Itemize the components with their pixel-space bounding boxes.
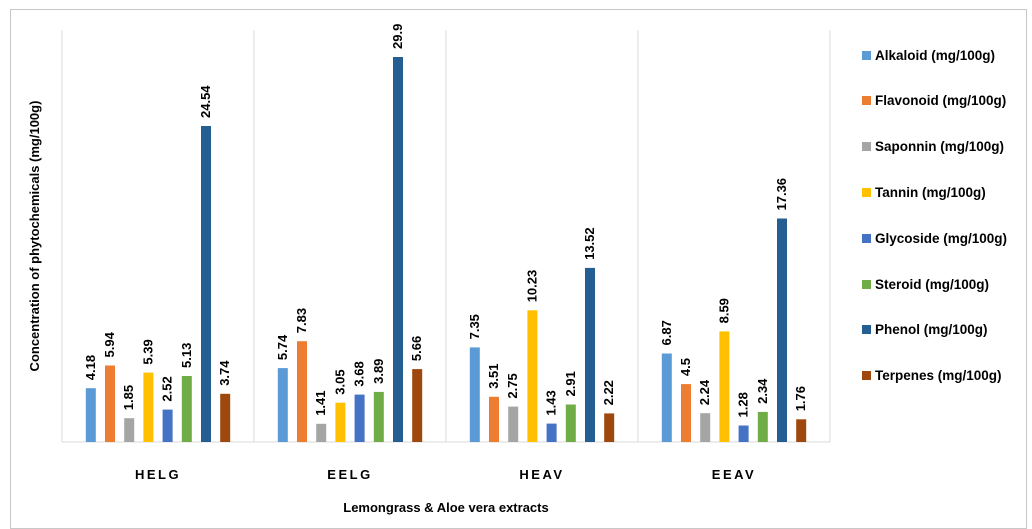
category-label: EEAV bbox=[712, 467, 756, 482]
bar bbox=[508, 406, 519, 442]
y-axis-title: Concentration of phytochemicals (mg/100g… bbox=[27, 101, 42, 372]
bar bbox=[757, 411, 768, 442]
data-label: 1.41 bbox=[313, 390, 328, 415]
data-label: 4.18 bbox=[83, 355, 98, 380]
data-label: 29.9 bbox=[390, 24, 405, 49]
legend-label: Steroid (mg/100g) bbox=[875, 276, 990, 292]
legend-swatch bbox=[862, 325, 871, 335]
bar bbox=[565, 404, 576, 442]
bar bbox=[604, 413, 615, 442]
data-label: 1.43 bbox=[544, 390, 559, 415]
bar bbox=[85, 388, 96, 442]
bar bbox=[143, 372, 154, 442]
data-label: 3.74 bbox=[217, 360, 232, 386]
legend-item: Tannin (mg/100g) bbox=[862, 183, 986, 201]
bar bbox=[277, 368, 288, 442]
legend-label: Phenol (mg/100g) bbox=[875, 322, 988, 338]
data-label: 5.94 bbox=[102, 331, 117, 357]
data-label: 5.13 bbox=[179, 343, 194, 368]
data-label: 1.76 bbox=[793, 386, 808, 411]
legend-label: Glycoside (mg/100g) bbox=[875, 230, 1008, 246]
data-label: 6.87 bbox=[659, 320, 674, 345]
bar bbox=[719, 331, 730, 442]
legend-item: Alkaloid (mg/100g) bbox=[862, 46, 995, 64]
legend-item: Steroid (mg/100g) bbox=[862, 275, 989, 293]
legend-item: Glycoside (mg/100g) bbox=[862, 229, 1007, 247]
data-label: 1.28 bbox=[736, 392, 751, 417]
legend-item: Flavonoid (mg/100g) bbox=[862, 92, 1006, 110]
data-label: 5.39 bbox=[140, 339, 155, 364]
bar bbox=[469, 347, 480, 442]
legend-swatch bbox=[862, 187, 871, 197]
legend-item: Terpenes (mg/100g) bbox=[862, 367, 1002, 385]
data-label: 10.23 bbox=[524, 270, 539, 303]
bar bbox=[124, 418, 135, 442]
data-label: 3.89 bbox=[371, 359, 386, 384]
bar-chart: 4.18 5.94 1.85 5.39 2.52 5.13 24.54 3.74 5.74 7.8… bbox=[27, 24, 831, 515]
bar bbox=[796, 419, 807, 442]
bar bbox=[700, 413, 711, 442]
legend-label: Saponnin (mg/100g) bbox=[875, 139, 1005, 155]
data-labels-group: 4.18 5.94 1.85 5.39 2.52 5.13 24.54 3.74 5.74 7.8… bbox=[83, 24, 808, 418]
data-label: 2.52 bbox=[160, 376, 175, 401]
legend-swatch bbox=[862, 50, 871, 60]
data-label: 3.51 bbox=[486, 363, 501, 388]
data-label: 2.24 bbox=[697, 379, 712, 405]
legend-item: Saponnin (mg/100g) bbox=[862, 138, 1004, 156]
bar bbox=[316, 423, 327, 442]
bar bbox=[297, 341, 307, 442]
data-label: 1.85 bbox=[121, 385, 136, 410]
bars-group bbox=[85, 57, 807, 442]
data-label: 5.74 bbox=[275, 334, 290, 360]
legend-swatch bbox=[862, 142, 871, 152]
category-separators bbox=[61, 30, 831, 442]
legend-swatch bbox=[862, 96, 871, 106]
bar bbox=[489, 396, 499, 442]
data-label: 2.75 bbox=[505, 373, 520, 398]
bar bbox=[162, 409, 173, 442]
legend-label: Alkaloid (mg/100g) bbox=[875, 47, 996, 63]
data-label: 7.35 bbox=[467, 314, 482, 339]
data-label: 3.05 bbox=[332, 369, 347, 394]
data-label: 8.59 bbox=[716, 298, 731, 323]
bar bbox=[777, 218, 787, 442]
data-label: 2.91 bbox=[563, 371, 578, 396]
legend-label: Tannin (mg/100g) bbox=[875, 184, 986, 200]
bar bbox=[661, 353, 672, 442]
data-label: 17.36 bbox=[774, 178, 789, 211]
data-label: 4.5 bbox=[678, 358, 693, 376]
category-label: HEAV bbox=[519, 467, 564, 482]
bar bbox=[181, 376, 192, 442]
data-label: 3.68 bbox=[352, 361, 367, 386]
data-label: 7.83 bbox=[294, 308, 309, 333]
category-labels-group: HELG EELG HEAV EEAV bbox=[135, 467, 756, 482]
bar bbox=[354, 394, 365, 442]
legend-item: Phenol (mg/100g) bbox=[862, 321, 988, 339]
bar bbox=[681, 384, 691, 442]
bar bbox=[201, 126, 211, 442]
legend-label: Flavonoid (mg/100g) bbox=[875, 93, 1007, 109]
bar bbox=[105, 365, 115, 442]
legend-swatch bbox=[862, 279, 871, 289]
bar bbox=[393, 57, 403, 442]
bar bbox=[738, 425, 749, 442]
bar bbox=[585, 267, 595, 442]
bar bbox=[335, 402, 346, 442]
data-label: 2.34 bbox=[755, 378, 770, 404]
legend-swatch bbox=[862, 371, 871, 381]
data-label: 24.54 bbox=[198, 85, 213, 118]
data-label: 5.66 bbox=[409, 336, 424, 361]
category-label: HELG bbox=[135, 467, 181, 482]
bar bbox=[527, 310, 538, 442]
legend-swatch bbox=[862, 233, 871, 243]
data-label: 13.52 bbox=[582, 227, 597, 260]
category-label: EELG bbox=[327, 467, 372, 482]
bar bbox=[546, 423, 557, 442]
legend-label: Terpenes (mg/100g) bbox=[875, 368, 1002, 384]
data-label: 2.22 bbox=[601, 380, 616, 405]
bar bbox=[220, 393, 231, 442]
bar bbox=[412, 369, 423, 442]
bar bbox=[373, 391, 384, 442]
x-axis-title: Lemongrass & Aloe vera extracts bbox=[343, 500, 548, 515]
